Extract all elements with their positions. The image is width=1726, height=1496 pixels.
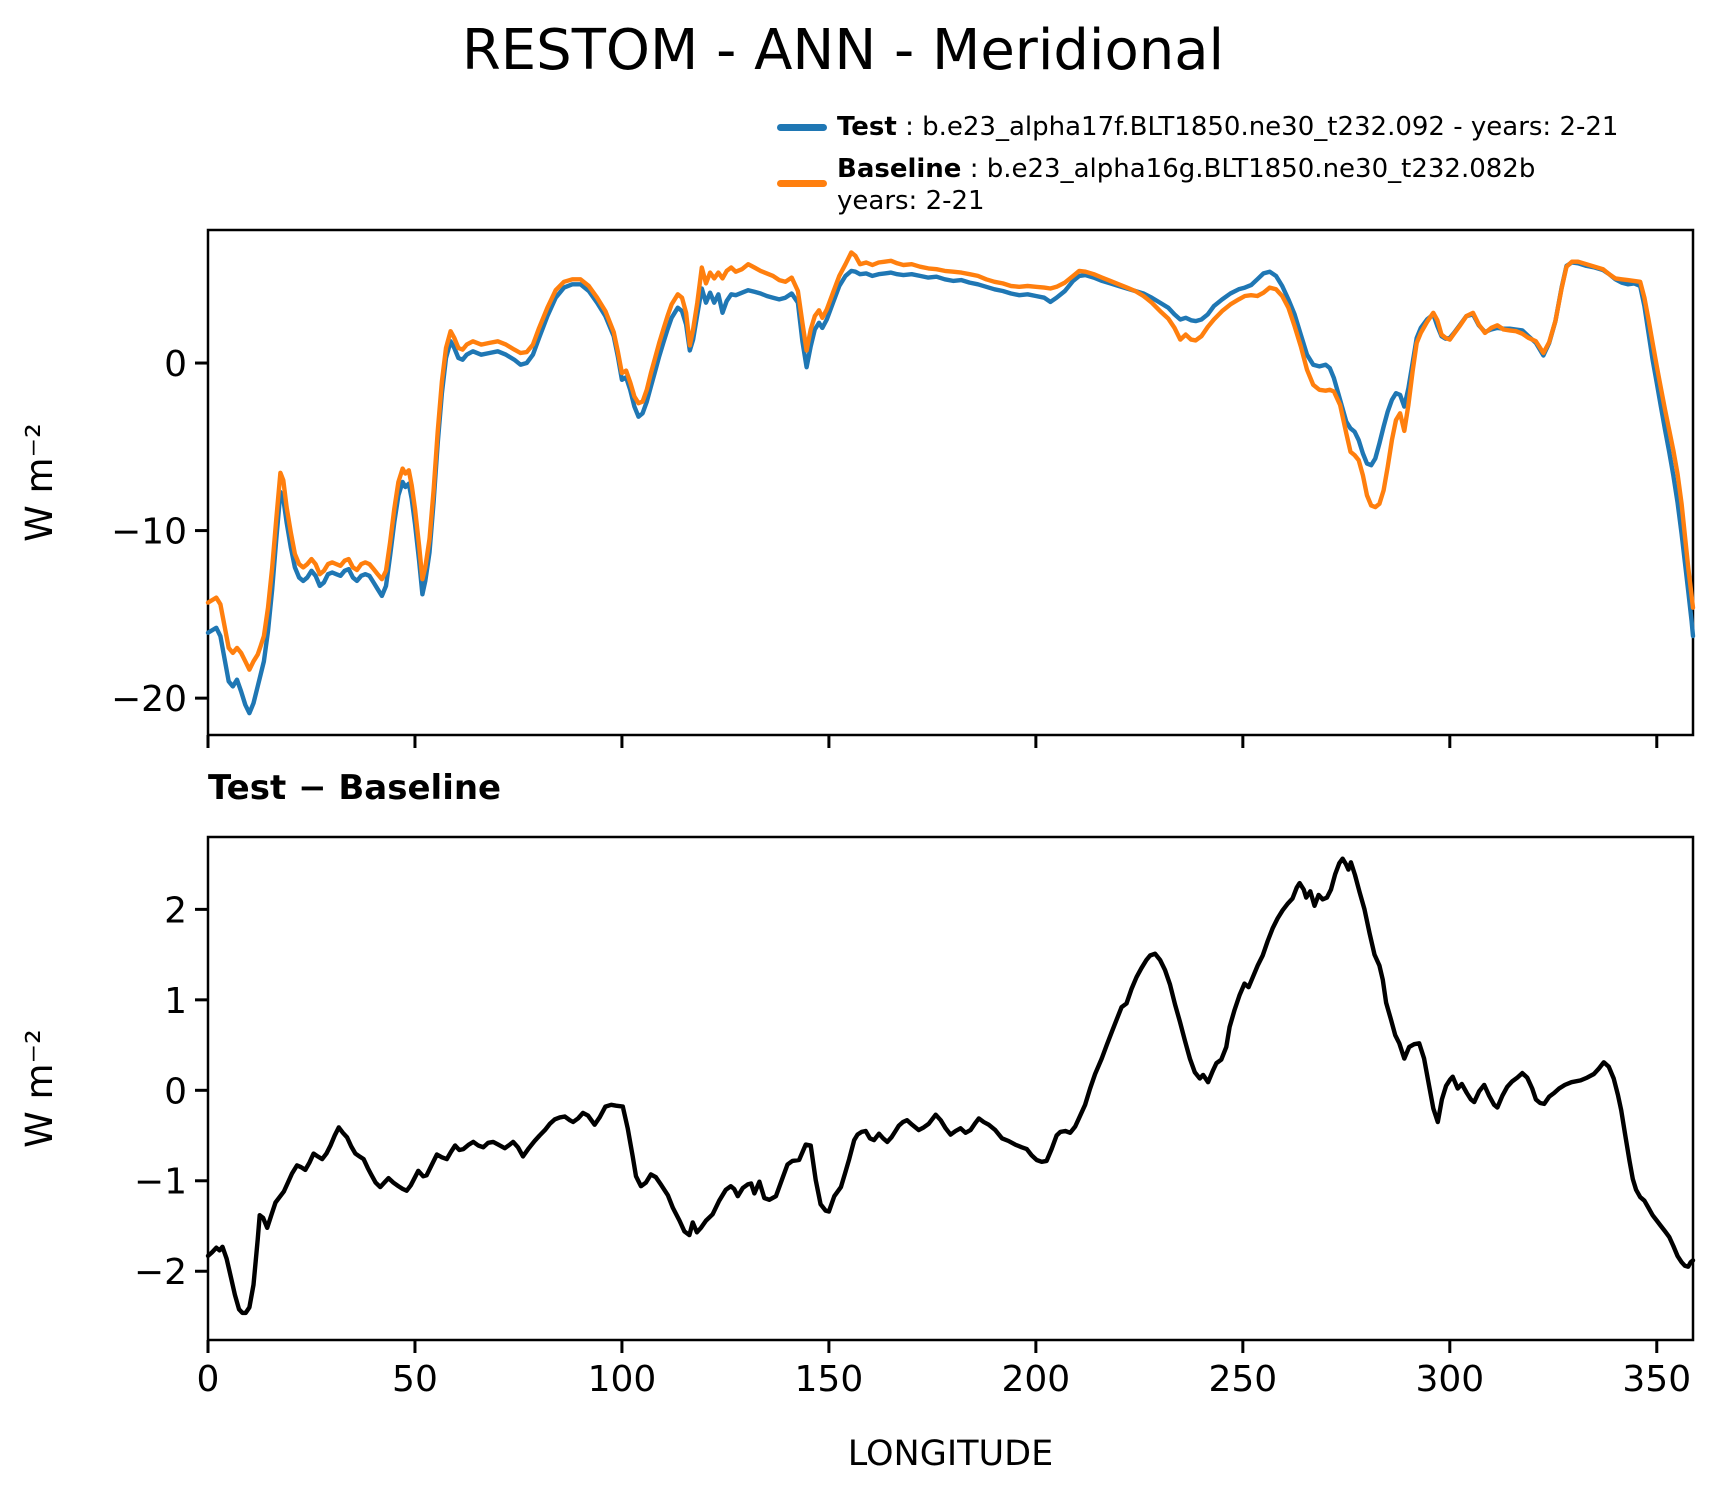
x-tick-label: 350	[1622, 1359, 1691, 1400]
legend-baseline-label: Baseline	[837, 154, 962, 184]
x-tick-label: 300	[1415, 1359, 1484, 1400]
figure-title: RESTOM - ANN - Meridional	[461, 18, 1225, 83]
series-line-test-baseline	[205, 856, 1696, 1316]
y-tick-label: −10	[111, 512, 187, 553]
y-tick-label: −1	[134, 1162, 187, 1203]
y-tick-label: −20	[111, 679, 187, 720]
y-tick-label: 1	[164, 981, 187, 1022]
x-tick-label: 100	[588, 1359, 657, 1400]
y-tick-label: 0	[164, 344, 187, 385]
x-tick-label: 250	[1208, 1359, 1277, 1400]
axes-frame	[206, 228, 1695, 737]
legend-baseline-desc: : b.e23_alpha16g.BLT1850.ne30_t232.082b	[961, 154, 1536, 184]
subplot2-title: Test − Baseline	[208, 768, 502, 808]
y-tick-label: −2	[134, 1252, 187, 1293]
series-line-test	[205, 260, 1696, 716]
series-line-baseline	[205, 250, 1696, 672]
x-tick-label: 150	[795, 1359, 864, 1400]
y-tick-label: 0	[164, 1071, 187, 1112]
legend-test-desc: : b.e23_alpha17f.BLT1850.ne30_t232.092 -…	[896, 112, 1619, 142]
legend-test-entry: Test : b.e23_alpha17f.BLT1850.ne30_t232.…	[837, 111, 1618, 143]
axes-frame	[206, 835, 1695, 1342]
x-tick-label: 200	[1002, 1359, 1071, 1400]
y-tick-label: 2	[164, 890, 187, 931]
legend-baseline-entry: Baseline : b.e23_alpha16g.BLT1850.ne30_t…	[837, 153, 1535, 185]
x-tick-label: 50	[392, 1359, 438, 1400]
y-axis-label: W m⁻²	[18, 1029, 61, 1148]
legend-baseline-years: years: 2-21	[837, 186, 985, 216]
test-line-swatch-icon	[777, 124, 827, 131]
legend-test-label: Test	[837, 112, 897, 142]
baseline-line-swatch-icon	[777, 180, 827, 187]
y-axis-label: W m⁻²	[18, 423, 61, 542]
x-tick-label: 0	[197, 1359, 220, 1400]
x-axis-label: LONGITUDE	[848, 1434, 1054, 1474]
